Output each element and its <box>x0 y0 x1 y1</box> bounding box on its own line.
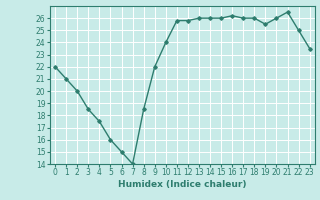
X-axis label: Humidex (Indice chaleur): Humidex (Indice chaleur) <box>118 180 247 189</box>
